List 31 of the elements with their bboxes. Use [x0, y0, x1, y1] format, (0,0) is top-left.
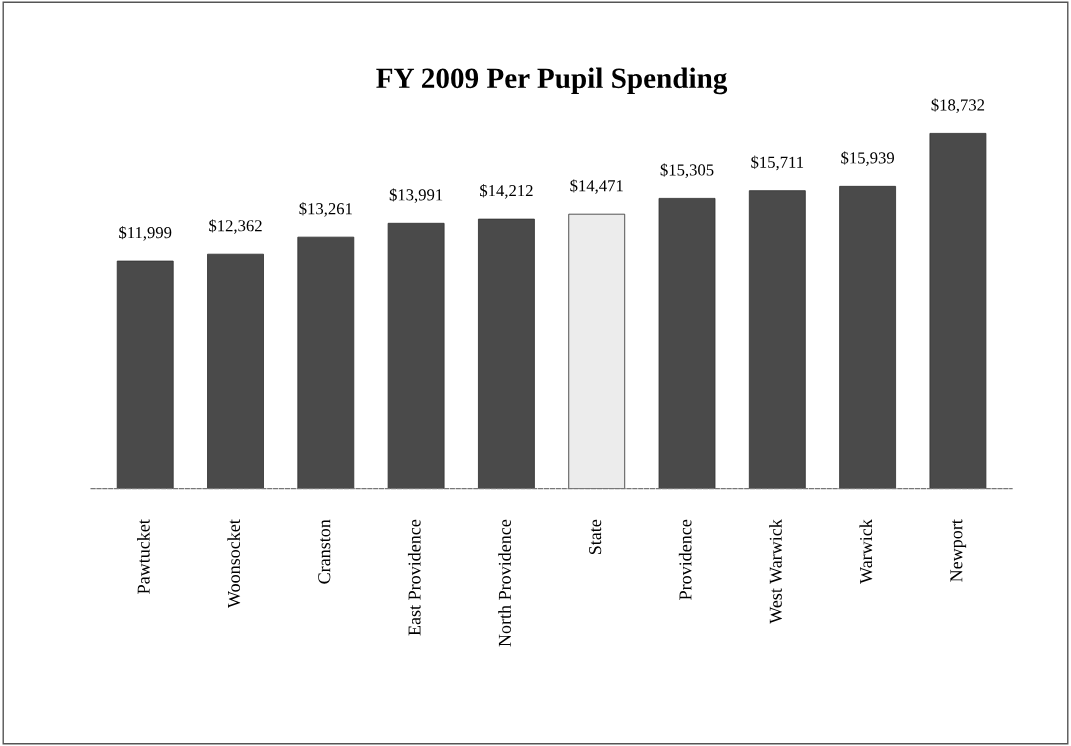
x-tick-label: Warwick — [859, 519, 873, 584]
bar — [297, 236, 355, 489]
x-tick-label: East Providence — [407, 519, 421, 636]
data-label: $18,732 — [931, 98, 985, 113]
x-tick-label: North Providence — [498, 519, 511, 647]
bar — [116, 260, 174, 489]
data-label: $15,939 — [841, 151, 895, 166]
data-label: $13,261 — [299, 202, 352, 217]
x-tick-label: Cranston — [318, 519, 331, 584]
bar — [658, 197, 716, 489]
x-tick-label: Newport — [950, 519, 967, 582]
data-label: $14,471 — [570, 179, 623, 194]
data-label: $11,999 — [119, 226, 172, 241]
data-label: $13,991 — [389, 188, 443, 203]
bar — [568, 213, 626, 489]
data-label: $12,362 — [209, 219, 262, 234]
bar — [207, 253, 264, 489]
x-tick-label: West Warwick — [769, 519, 782, 624]
bar — [839, 185, 897, 489]
bar — [478, 218, 535, 489]
x-tick-label: Pawtucket — [137, 519, 150, 594]
x-tick-label: State — [589, 519, 602, 555]
data-label: $14,212 — [480, 184, 533, 199]
data-label: $15,305 — [660, 163, 714, 178]
data-label: $15,711 — [751, 155, 804, 171]
chart-title: FY 2009 Per Pupil Spending — [376, 67, 728, 95]
bar — [748, 190, 806, 489]
bar — [387, 222, 445, 489]
bar — [929, 132, 987, 489]
x-tick-label: Woonsocket — [227, 519, 241, 608]
x-tick-label: Providence — [678, 519, 692, 600]
